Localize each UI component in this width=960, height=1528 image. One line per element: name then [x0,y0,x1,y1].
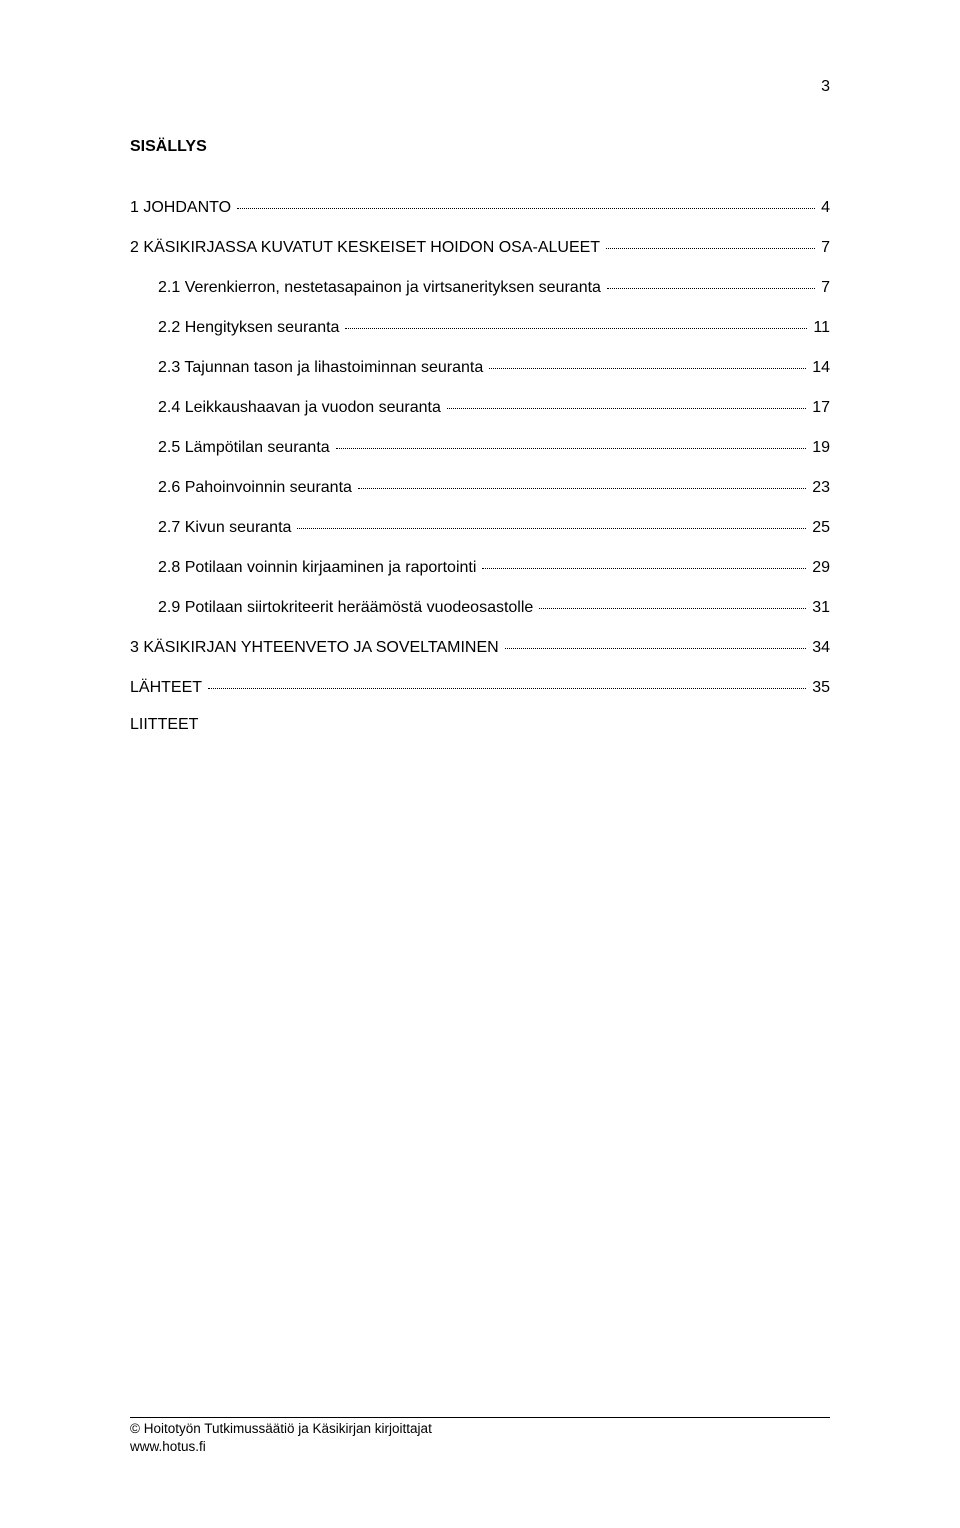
toc-entry-label: 3 KÄSIKIRJAN YHTEENVETO JA SOVELTAMINEN [130,636,503,660]
toc-dot-leader [539,608,806,609]
toc-entry-label: 2.8 Potilaan voinnin kirjaaminen ja rapo… [158,556,480,580]
toc-entry-page: 19 [808,436,830,460]
toc-row: 2.9 Potilaan siirtokriteerit heräämöstä … [130,596,830,620]
toc-row: LIITTEET [130,716,830,734]
toc-dot-leader [297,528,806,529]
toc-row: 2.4 Leikkaushaavan ja vuodon seuranta 17 [130,396,830,420]
footer-line-copyright: © Hoitotyön Tutkimussäätiö ja Käsikirjan… [130,1420,830,1438]
toc-row: 2.7 Kivun seuranta 25 [130,516,830,540]
toc-entry-label: 2.9 Potilaan siirtokriteerit heräämöstä … [158,596,537,620]
page-number: 3 [821,78,830,96]
toc-entry-label: 2.7 Kivun seuranta [158,516,295,540]
toc-entry-page: 11 [809,316,830,340]
toc-entry-page: 23 [808,476,830,500]
toc-dot-leader [358,488,806,489]
toc-row: 2 KÄSIKIRJASSA KUVATUT KESKEISET HOIDON … [130,236,830,260]
toc-row: 1 JOHDANTO 4 [130,196,830,220]
toc-dot-leader [505,648,807,649]
toc-entry-label: 2.5 Lämpötilan seuranta [158,436,334,460]
toc-entry-label: 1 JOHDANTO [130,196,235,220]
toc-row: 2.3 Tajunnan tason ja lihastoiminnan seu… [130,356,830,380]
toc-row: LÄHTEET 35 [130,676,830,700]
toc-row: 2.6 Pahoinvoinnin seuranta 23 [130,476,830,500]
toc-dot-leader [607,288,815,289]
toc-row: 2.5 Lämpötilan seuranta 19 [130,436,830,460]
toc-dot-leader [482,568,806,569]
footer-rule [130,1417,830,1418]
toc-entry-page: 35 [808,676,830,700]
toc-entry-page: 34 [808,636,830,660]
toc-entry-page: 17 [808,396,830,420]
toc-entry-label: 2.2 Hengityksen seuranta [158,316,343,340]
toc-dot-leader [345,328,807,329]
toc-dot-leader [489,368,806,369]
toc-dot-leader [336,448,807,449]
toc-dot-leader [447,408,806,409]
document-page: 3 SISÄLLYS 1 JOHDANTO 4 2 KÄSIKIRJASSA KUV… [0,0,960,1528]
toc-entry-page: 29 [808,556,830,580]
toc-row: 2.1 Verenkierron, nestetasapainon ja vir… [130,276,830,300]
toc-row: 3 KÄSIKIRJAN YHTEENVETO JA SOVELTAMINEN 3… [130,636,830,660]
footer-line-url: www.hotus.fi [130,1438,830,1456]
toc-entry-label: 2 KÄSIKIRJASSA KUVATUT KESKEISET HOIDON … [130,236,604,260]
toc-entry-page: 14 [808,356,830,380]
toc-entry-page: 25 [808,516,830,540]
toc-entry-page: 7 [817,236,830,260]
toc-row: 2.2 Hengityksen seuranta 11 [130,316,830,340]
toc-entry-label: 2.1 Verenkierron, nestetasapainon ja vir… [158,276,605,300]
toc-dot-leader [606,248,815,249]
toc-entry-page: 31 [808,596,830,620]
table-of-contents: 1 JOHDANTO 4 2 KÄSIKIRJASSA KUVATUT KESKEI… [130,196,830,734]
toc-entry-page: 7 [817,276,830,300]
toc-title: SISÄLLYS [130,138,830,156]
toc-row: 2.8 Potilaan voinnin kirjaaminen ja rapo… [130,556,830,580]
toc-entry-label: 2.3 Tajunnan tason ja lihastoiminnan seu… [158,356,487,380]
toc-entry-label: 2.4 Leikkaushaavan ja vuodon seuranta [158,396,445,420]
toc-dot-leader [237,208,815,209]
toc-entry-label: LÄHTEET [130,676,206,700]
toc-entry-page: 4 [817,196,830,220]
toc-entry-label: 2.6 Pahoinvoinnin seuranta [158,476,356,500]
toc-dot-leader [208,688,806,689]
page-footer: © Hoitotyön Tutkimussäätiö ja Käsikirjan… [130,1417,830,1456]
